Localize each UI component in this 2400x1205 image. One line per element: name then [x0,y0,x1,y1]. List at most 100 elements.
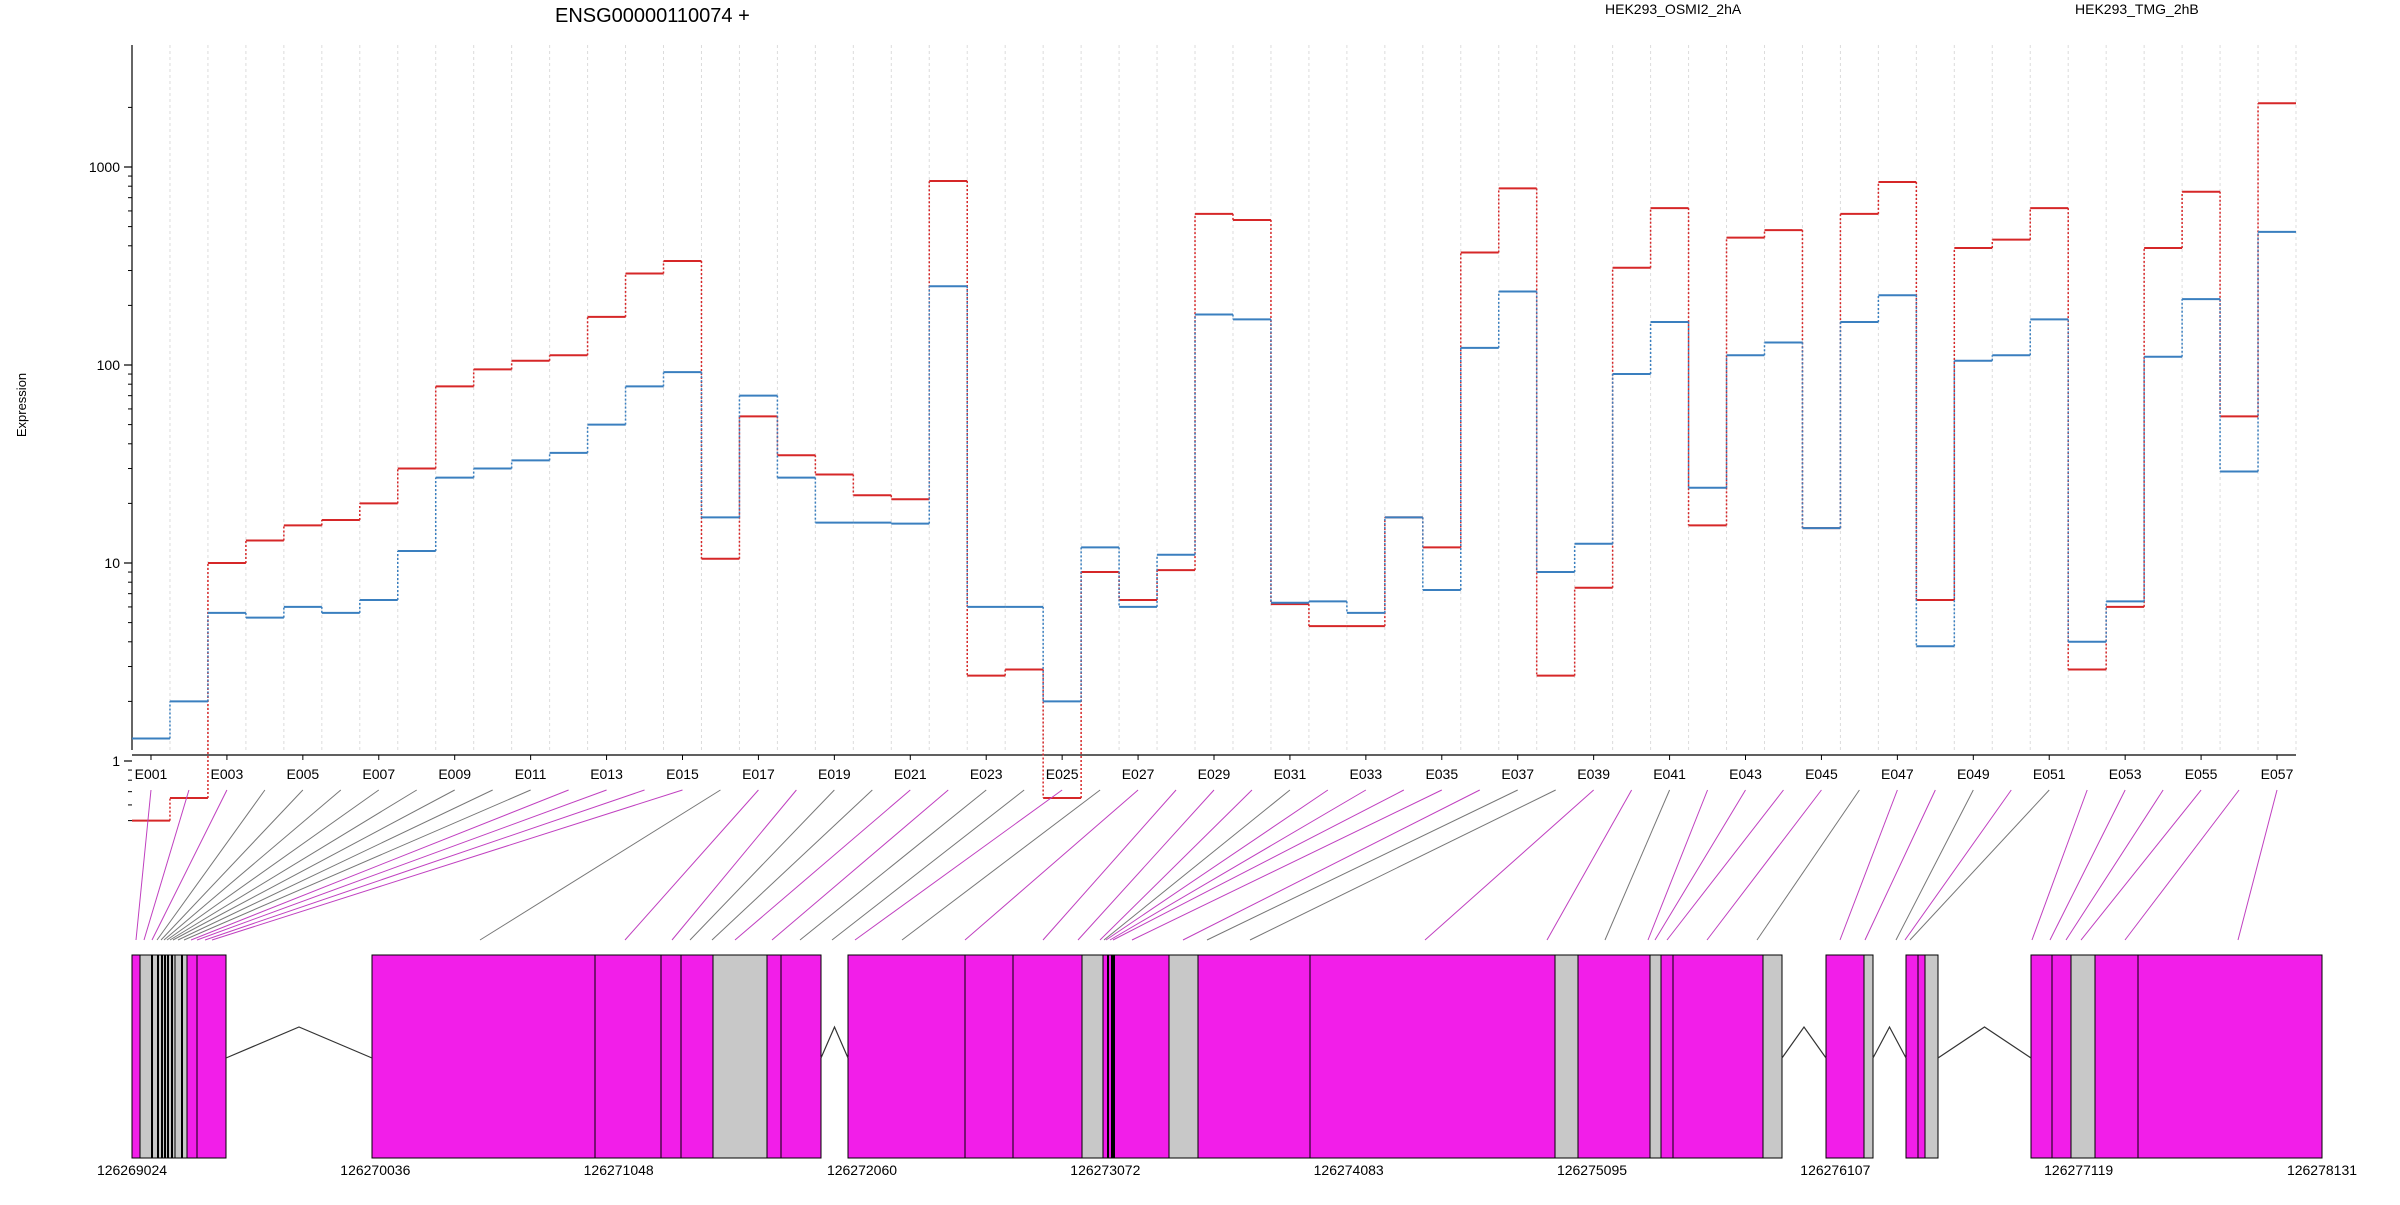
chart-title: ENSG00000110074 + [555,5,750,27]
exon-connector [2237,789,2278,941]
x-tick-label: E041 [1653,766,1686,782]
exon-connector [211,789,683,941]
exon-block [964,954,1014,1159]
exon-block [1762,954,1783,1159]
exon-connector [1666,789,1784,941]
exon-block [1649,954,1662,1159]
exon-connector [160,789,304,941]
genomic-coordinate-label: 126273072 [1070,1162,1140,1178]
exon-connector [964,789,1139,941]
exon-connector [1604,789,1671,941]
exon-connector [1706,789,1822,941]
exon-block [2030,954,2053,1159]
genomic-coordinate-label: 126274083 [1314,1162,1384,1178]
exon-block [1825,954,1865,1159]
exon-block [2094,954,2139,1159]
exon-block [712,954,768,1159]
x-tick-label: E013 [590,766,623,782]
axes: 1 10 100 1000 E001 E003 E005 E007 E009 E011 E013 E0… [89,45,2296,822]
x-tick-label: E011 [515,766,547,782]
exon-connector [2031,789,2088,941]
genomic-coordinate-label: 126272060 [827,1162,897,1178]
exon-connector [799,789,987,941]
exon-connector [1077,789,1215,941]
exon-connector [1546,789,1633,941]
x-tick-label: E057 [2261,766,2294,782]
legend-entry-osmi2: HEK293_OSMI2_2hA [1605,1,1742,17]
x-tick-label: E031 [1274,766,1307,782]
series-lines [132,102,2296,822]
exon-connector [1103,789,1291,941]
exon-block [847,954,966,1159]
y-tick-label: 100 [97,357,121,373]
exon-connector [1864,789,1936,941]
exon-connector [711,789,873,941]
exon-connector [204,789,645,941]
exon-connector [1249,789,1556,941]
exon-block [1554,954,1579,1159]
genomic-coordinate-label: 126276107 [1800,1162,1870,1178]
exon-block [1917,954,1926,1159]
exon-connector [1839,789,1898,941]
exon-block [1309,954,1556,1159]
x-tick-label: E045 [1805,766,1838,782]
exon-connector [671,789,797,941]
intron-line [1937,1026,2032,1059]
exon-connector [1099,789,1253,941]
series-osmi2 [132,102,2296,822]
exon-connectors [135,789,2278,941]
exon-block [2070,954,2096,1159]
exon-connector [196,789,607,941]
exon-connector [1131,789,1443,941]
genomic-coordinate-label: 126269024 [97,1162,167,1178]
exon-connector [1182,789,1480,941]
exon-connector [1909,789,2050,941]
exon-connector [1647,789,1709,941]
x-tick-label: E019 [818,766,851,782]
exon-block [766,954,782,1159]
x-tick-label: E029 [1198,766,1231,782]
exon-connector [734,789,911,941]
exon-connector [166,789,380,941]
x-tick-label: E015 [666,766,699,782]
intron-line [225,1026,373,1059]
exon-block [186,954,198,1159]
exon-connector [901,789,1101,941]
exon-block [2051,954,2072,1159]
genomic-coordinate-label: 126277119 [2044,1162,2113,1178]
x-tick-label: E053 [2109,766,2142,782]
exon-block [594,954,662,1159]
exon-block [660,954,682,1159]
exon-connector [1042,789,1177,941]
x-tick-label: E017 [742,766,775,782]
exon-connector [151,789,228,941]
y-axis-label: Expression [14,373,29,437]
exon-block [680,954,714,1159]
exon-connector [2124,789,2240,941]
exon-block [131,954,141,1159]
x-tick-label: E035 [1425,766,1458,782]
exon-block [1660,954,1674,1159]
exon-block [1112,954,1170,1159]
exon-block [1672,954,1764,1159]
exon-block [1012,954,1083,1159]
exon-connector [190,789,569,941]
exon-connector [172,789,455,941]
exon-block [780,954,822,1159]
genomic-coordinate-label: 126271048 [584,1162,654,1178]
y-tick-label: 1 [112,753,120,769]
exon-connector [163,789,342,941]
exon-connector [1112,789,1405,941]
vertical-grid [131,45,2297,750]
exon-connector [1904,789,2012,941]
exon-connector [135,789,152,941]
genomic-coordinate-label: 126278131 [2287,1162,2357,1178]
exon-connector [1105,789,1329,941]
exon-connector [177,789,493,941]
x-tick-label: E023 [970,766,1003,782]
exon-connector [2065,789,2164,941]
exon-connector [183,789,531,941]
exon-block [1081,954,1104,1159]
exon-block [2137,954,2323,1159]
x-tick-label: E025 [1046,766,1079,782]
